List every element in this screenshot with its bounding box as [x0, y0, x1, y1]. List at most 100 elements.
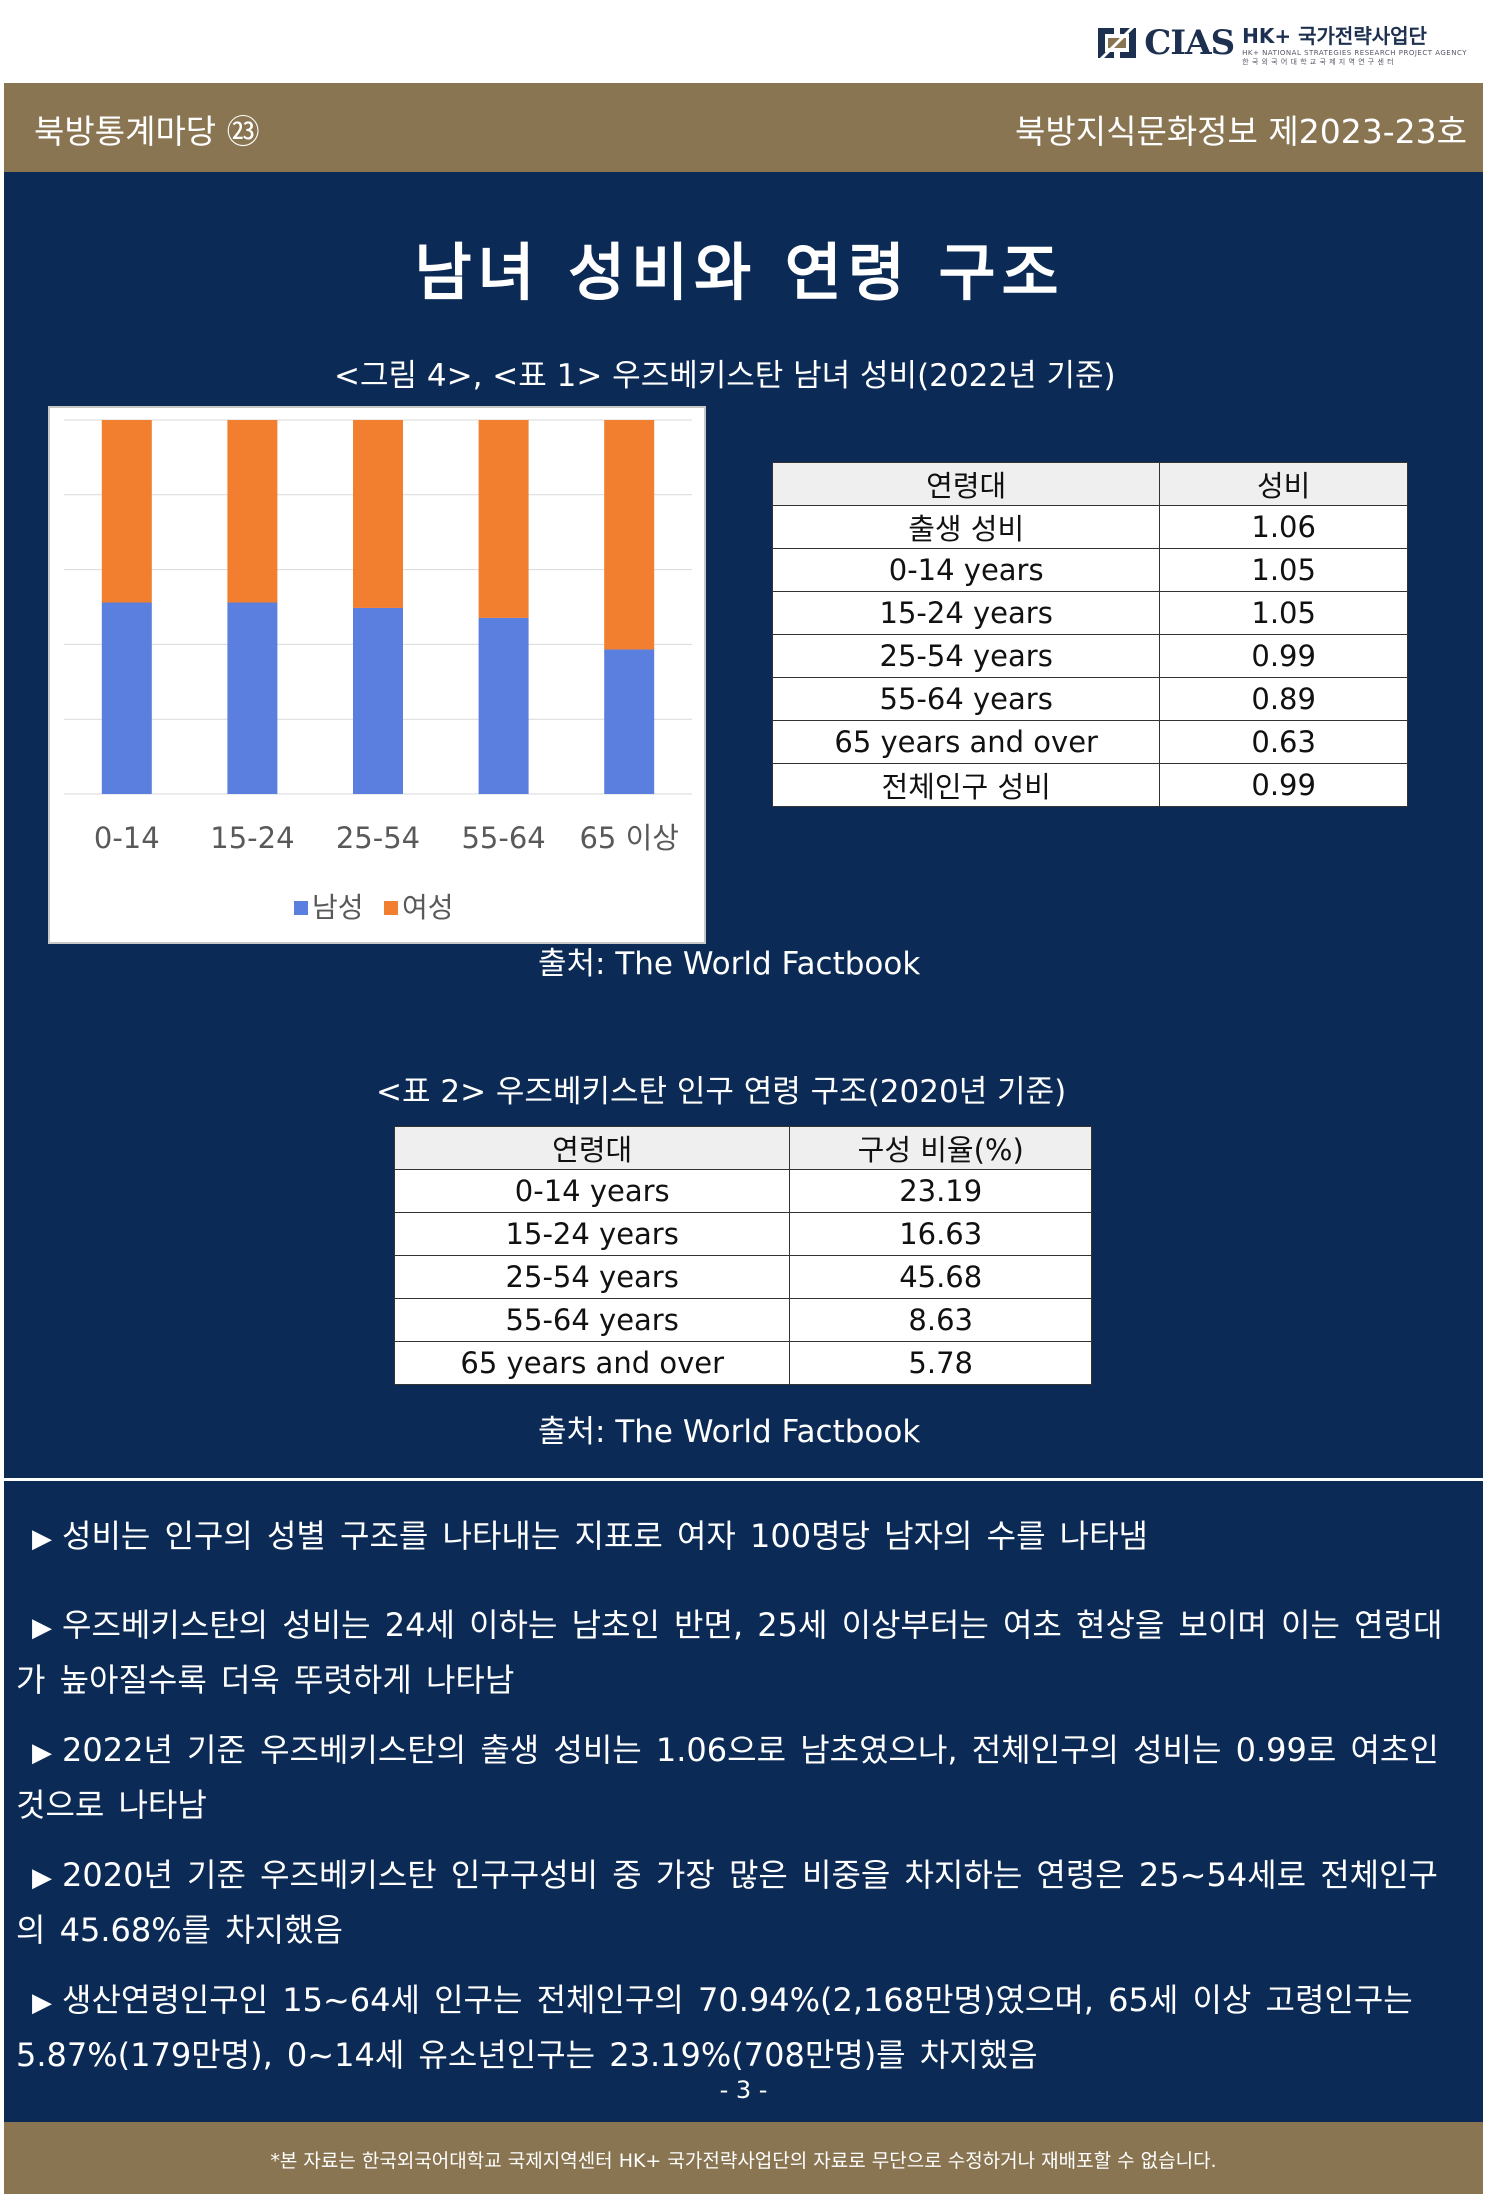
logo-subtitle-kr: 한 국 외 국 어 대 학 교 국 제 지 역 연 구 센 터	[1242, 57, 1395, 66]
table-header-row: 연령대 성비	[771, 462, 1408, 506]
legend-label: 남성	[312, 891, 364, 924]
copyright-notice: *본 자료는 한국외국어대학교 국제지역센터 HK+ 국가전략사업단의 자료로 …	[270, 2150, 1217, 2172]
bar-여성	[101, 420, 152, 603]
table-cell: 0.89	[1159, 677, 1408, 721]
table-row: 55-64 years 8.63	[393, 1298, 1092, 1342]
table-cell: 25-54 years	[393, 1255, 791, 1299]
header-band: 북방통계마당 ㉓ 북방지식문화정보 제2023-23호	[4, 83, 1483, 172]
x-tick-label: 0-14	[94, 821, 160, 855]
bullet-item: ▶ 우즈베키스탄의 성비는 24세 이하는 남초인 반면, 25세 이상부터는 여…	[16, 1599, 1466, 1706]
table-cell: 전체인구 성비	[771, 763, 1161, 807]
table-cell: 55-64 years	[771, 677, 1161, 721]
table-cell: 1.06	[1159, 505, 1408, 549]
cias-logo: CIAS HK+ 국가전략사업단 HK+ NATIONAL STRATEGIES…	[1094, 18, 1467, 68]
figure-caption: <그림 4>, <표 1> 우즈베키스탄 남녀 성비(2022년 기준)	[334, 358, 1116, 394]
table-cell: 8.63	[789, 1298, 1092, 1342]
table2-caption: <표 2> 우즈베키스탄 인구 연령 구조(2020년 기준)	[376, 1074, 1067, 1110]
x-tick-label: 65 이상	[579, 821, 678, 855]
summary-bullets: ▶ 성비는 인구의 성별 구조를 나타내는 지표로 여자 100명당 남자의 수를…	[16, 1510, 1466, 2099]
bar-여성	[604, 420, 655, 650]
sex-ratio-table: 연령대 성비 출생 성비 1.06 0-14 years 1.05 15-24 ye…	[771, 462, 1408, 807]
x-tick-label: 15-24	[210, 821, 294, 855]
age-structure-table: 연령대 구성 비율(%) 0-14 years 23.19 15-24 years…	[393, 1126, 1092, 1385]
bullet-text: 생산연령인구인 15~64세 인구는 전체인구의 70.94%(2,168만명)…	[16, 1981, 1413, 2074]
table-row: 65 years and over 5.78	[393, 1341, 1092, 1385]
bar-남성	[101, 602, 152, 794]
legend-label: 여성	[402, 891, 454, 924]
triangle-right-icon: ▶	[32, 1988, 52, 2018]
table-cell: 5.78	[789, 1341, 1092, 1385]
table-header-cell: 성비	[1159, 462, 1408, 506]
issue-label: 북방지식문화정보 제2023-23호	[1015, 112, 1467, 151]
page-number: - 3 -	[719, 2076, 768, 2104]
table-row: 55-64 years 0.89	[771, 677, 1408, 721]
table-cell: 0-14 years	[771, 548, 1161, 592]
table-row: 25-54 years 45.68	[393, 1255, 1092, 1299]
table-cell: 15-24 years	[771, 591, 1161, 635]
bullet-item: ▶ 성비는 인구의 성별 구조를 나타내는 지표로 여자 100명당 남자의 수를…	[16, 1510, 1466, 1565]
table-row: 전체인구 성비 0.99	[771, 763, 1408, 807]
bar-여성	[227, 420, 278, 603]
bar-여성	[478, 420, 529, 618]
table-row: 65 years and over 0.63	[771, 720, 1408, 764]
table-row: 25-54 years 0.99	[771, 634, 1408, 678]
page-title: 남녀 성비와 연령 구조	[414, 236, 1065, 309]
cias-emblem-icon	[1098, 24, 1137, 62]
table-cell: 0.99	[1159, 634, 1408, 678]
bar-여성	[353, 420, 403, 608]
triangle-right-icon: ▶	[32, 1613, 52, 1643]
table-row: 15-24 years 1.05	[771, 591, 1408, 635]
table-cell: 0.63	[1159, 720, 1408, 764]
top-bar: CIAS HK+ 국가전략사업단 HK+ NATIONAL STRATEGIES…	[0, 0, 1487, 83]
table-cell: 0-14 years	[393, 1169, 791, 1213]
table-cell: 23.19	[789, 1169, 1092, 1213]
table-row: 0-14 years 1.05	[771, 548, 1408, 592]
table-row: 0-14 years 23.19	[393, 1169, 1092, 1213]
series-label: 북방통계마당 ㉓	[34, 112, 260, 151]
logo-text: CIAS	[1144, 23, 1235, 63]
bullet-item: ▶ 2020년 기준 우즈베키스탄 인구구성비 중 가장 많은 비중을 차지하는 …	[16, 1849, 1466, 1956]
source-note: 출처: The World Factbook	[538, 1414, 921, 1450]
table-cell: 1.05	[1159, 548, 1408, 592]
bullet-text: 성비는 인구의 성별 구조를 나타내는 지표로 여자 100명당 남자의 수를 …	[62, 1517, 1148, 1555]
table-cell: 25-54 years	[771, 634, 1161, 678]
bullet-item: ▶ 생산연령인구인 15~64세 인구는 전체인구의 70.94%(2,168만명…	[16, 1974, 1466, 2081]
table-cell: 1.05	[1159, 591, 1408, 635]
bullet-item: ▶ 2022년 기준 우즈베키스탄의 출생 성비는 1.06으로 남초였으나, 전…	[16, 1724, 1466, 1831]
bar-남성	[478, 617, 529, 794]
bar-남성	[353, 607, 403, 794]
footer-band: *본 자료는 한국외국어대학교 국제지역센터 HK+ 국가전략사업단의 자료로 …	[4, 2122, 1483, 2194]
section-divider	[4, 1478, 1483, 1481]
x-tick-label: 55-64	[461, 821, 545, 855]
bar-남성	[604, 649, 655, 794]
table-header-cell: 연령대	[771, 462, 1161, 506]
table-cell: 65 years and over	[771, 720, 1161, 764]
logo-title: HK+ 국가전략사업단	[1242, 23, 1427, 48]
bar-남성	[227, 602, 278, 794]
table-cell: 16.63	[789, 1212, 1092, 1256]
table-cell: 15-24 years	[393, 1212, 791, 1256]
table-header-row: 연령대 구성 비율(%)	[393, 1126, 1092, 1170]
summary-panel	[4, 1481, 1483, 2122]
table-cell: 55-64 years	[393, 1298, 791, 1342]
source-note: 출처: The World Factbook	[538, 946, 921, 982]
table-header-cell: 연령대	[393, 1126, 791, 1170]
logo-subtitle: HK+ NATIONAL STRATEGIES RESEARCH PROJECT…	[1242, 48, 1467, 57]
bullet-text: 2020년 기준 우즈베키스탄 인구구성비 중 가장 많은 비중을 차지하는 연…	[16, 1856, 1438, 1949]
triangle-right-icon: ▶	[32, 1524, 52, 1554]
legend-swatch	[384, 901, 398, 915]
table-header-cell: 구성 비율(%)	[789, 1126, 1092, 1170]
table-cell: 0.99	[1159, 763, 1408, 807]
table-cell: 출생 성비	[771, 505, 1161, 549]
table-row: 15-24 years 16.63	[393, 1212, 1092, 1256]
triangle-right-icon: ▶	[32, 1738, 52, 1768]
bullet-text: 2022년 기준 우즈베키스탄의 출생 성비는 1.06으로 남초였으나, 전체…	[16, 1731, 1439, 1824]
bullet-text: 우즈베키스탄의 성비는 24세 이하는 남초인 반면, 25세 이상부터는 여초…	[16, 1606, 1443, 1699]
x-tick-label: 25-54	[336, 821, 420, 855]
triangle-right-icon: ▶	[32, 1863, 52, 1893]
table-cell: 45.68	[789, 1255, 1092, 1299]
table-row: 출생 성비 1.06	[771, 505, 1408, 549]
legend-swatch	[294, 901, 308, 915]
